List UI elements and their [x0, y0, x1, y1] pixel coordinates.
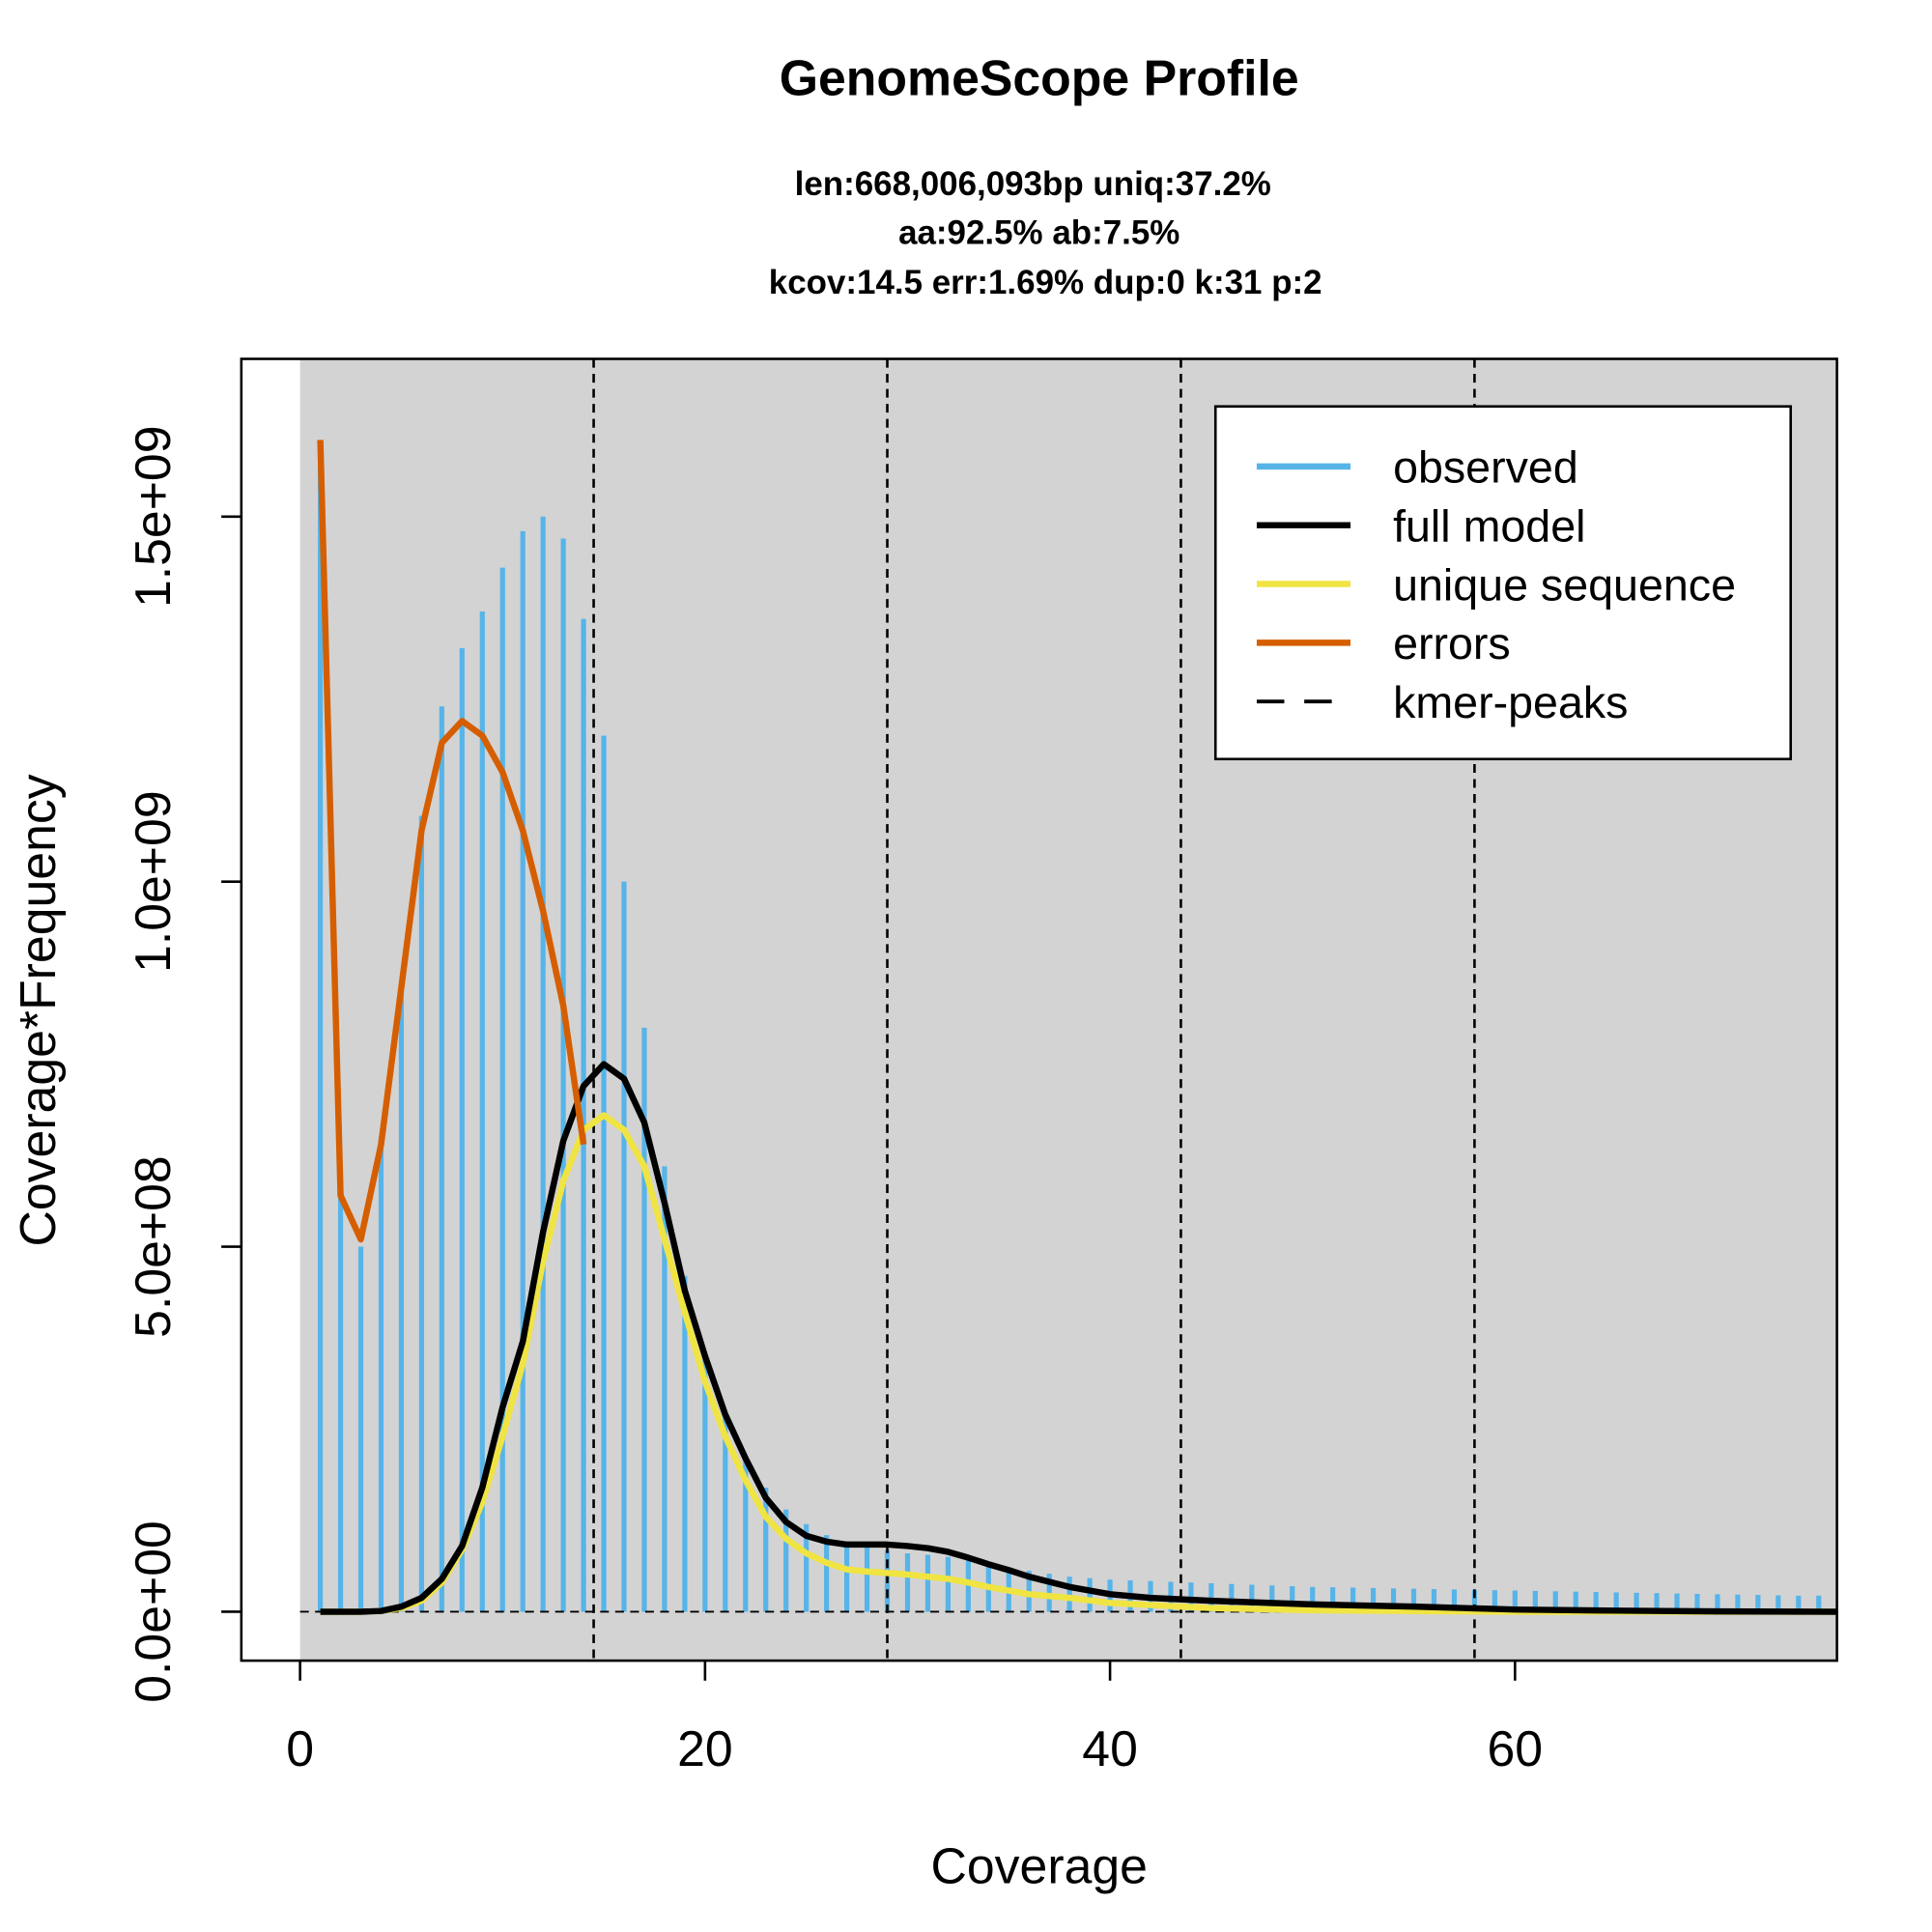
y-axis: 0.0e+00 5.0e+08 1.0e+09 1.5e+09 [125, 425, 242, 1703]
x-axis-label: Coverage [931, 1838, 1148, 1894]
y-axis-label: Coverage*Frequency [10, 774, 66, 1246]
full-model-line [320, 1061, 1837, 1615]
subtitle-line-2: aa:92.5% ab:7.5% [898, 213, 1179, 251]
legend-item: errors [1256, 618, 1511, 668]
y-tick-label: 5.0e+08 [125, 1155, 181, 1338]
legend-label: unique sequence [1393, 559, 1736, 610]
legend-label: observed [1393, 442, 1578, 493]
errors-line [317, 440, 587, 1243]
legend: observed full model unique sequence errors k… [1213, 405, 1793, 761]
y-tick-label: 1.0e+09 [125, 790, 181, 973]
subtitle-line-3: kcov:14.5 err:1.69% dup:0 k:31 p:2 [769, 264, 1322, 301]
legend-item: full model [1256, 501, 1585, 552]
x-tick-label: 60 [1488, 1720, 1544, 1776]
plot-frame [240, 357, 1838, 1662]
legend-label: errors [1393, 618, 1511, 668]
y-tick-label: 1.5e+09 [125, 425, 181, 608]
legend-item: unique sequence [1256, 559, 1736, 610]
x-axis: 0 20 40 60 [286, 1661, 1543, 1776]
y-tick-label: 0.0e+00 [125, 1520, 181, 1703]
x-tick-label: 40 [1082, 1720, 1138, 1776]
subtitle-line-1: len:668,006,093bp uniq:37.2% [795, 165, 1271, 203]
chart-title: GenomeScope Profile [780, 49, 1299, 105]
legend-label: kmer-peaks [1393, 677, 1628, 727]
model-lines [317, 440, 1837, 1615]
x-tick-label: 0 [286, 1720, 314, 1776]
legend-item: kmer-peaks [1256, 677, 1628, 727]
legend-label: full model [1393, 501, 1585, 552]
x-tick-label: 20 [677, 1720, 733, 1776]
legend-item: observed [1256, 442, 1578, 493]
